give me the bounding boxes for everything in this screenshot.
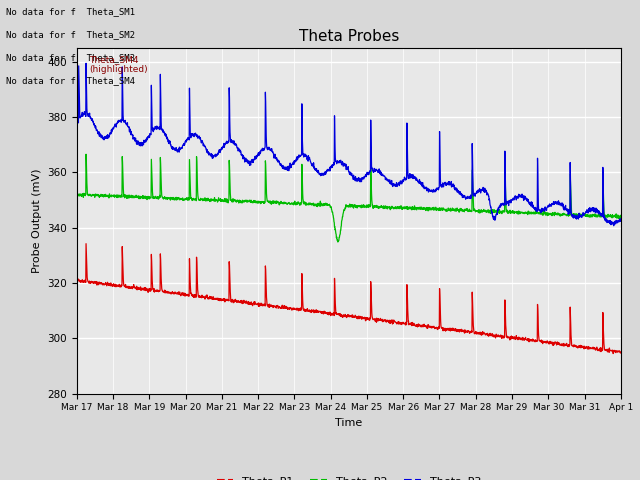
Theta_P3 — [617, 218, 625, 224]
Theta_P1 — [601, 348, 609, 353]
Theta_P1 — [73, 277, 81, 283]
Theta_P1 — [338, 313, 346, 319]
Theta_P1 — [617, 350, 625, 356]
Theta_P2 — [101, 192, 109, 198]
Theta_P3 — [601, 215, 609, 221]
Theta_P1 — [502, 312, 509, 317]
Text: No data for f  Theta_SM4: No data for f Theta_SM4 — [6, 76, 136, 85]
Theta_P3 — [323, 167, 331, 173]
Theta_P3 — [610, 223, 618, 228]
Theta_P2 — [502, 196, 509, 202]
Theta_P3 — [101, 134, 109, 140]
Theta_P3 — [502, 184, 509, 190]
Theta_P3 — [82, 60, 90, 66]
Title: Theta Probes: Theta Probes — [299, 29, 399, 44]
Line: Theta_P1: Theta_P1 — [77, 244, 621, 354]
X-axis label: Time: Time — [335, 418, 362, 428]
Theta_P3 — [73, 121, 81, 127]
Theta_P1 — [602, 347, 609, 353]
Theta_P2 — [82, 151, 90, 157]
Theta_P3 — [602, 216, 609, 222]
Legend: Theta_P1, Theta_P2, Theta_P3: Theta_P1, Theta_P2, Theta_P3 — [212, 472, 485, 480]
Theta_P2 — [334, 239, 342, 245]
Theta_P1 — [101, 282, 109, 288]
Theta_P1 — [82, 241, 90, 247]
Theta_P1 — [323, 310, 331, 315]
Theta_P2 — [323, 203, 331, 208]
Theta_P3 — [338, 162, 346, 168]
Theta_P2 — [338, 217, 346, 223]
Theta_P2 — [602, 214, 609, 219]
Text: No data for f  Theta_SM3: No data for f Theta_SM3 — [6, 53, 136, 62]
Y-axis label: Probe Output (mV): Probe Output (mV) — [32, 168, 42, 273]
Text: No data for f  Theta_SM1: No data for f Theta_SM1 — [6, 7, 136, 16]
Theta_P2 — [73, 192, 81, 198]
Theta_P2 — [617, 214, 625, 219]
Text: Theta_SM4
(highlighted): Theta_SM4 (highlighted) — [89, 55, 148, 74]
Theta_P2 — [602, 215, 609, 221]
Theta_P1 — [609, 351, 617, 357]
Line: Theta_P3: Theta_P3 — [77, 63, 621, 226]
Text: No data for f  Theta_SM2: No data for f Theta_SM2 — [6, 30, 136, 39]
Line: Theta_P2: Theta_P2 — [77, 154, 621, 242]
